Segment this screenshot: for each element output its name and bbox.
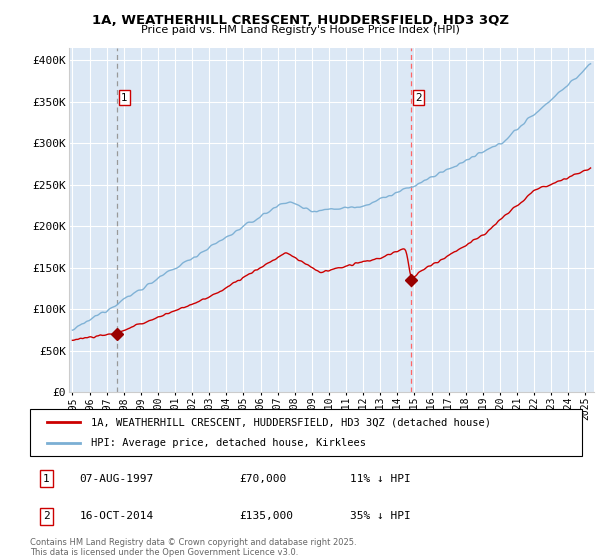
FancyBboxPatch shape [30,409,582,456]
Text: 1A, WEATHERHILL CRESCENT, HUDDERSFIELD, HD3 3QZ: 1A, WEATHERHILL CRESCENT, HUDDERSFIELD, … [91,14,509,27]
Text: 2: 2 [415,92,422,102]
Text: 11% ↓ HPI: 11% ↓ HPI [350,474,411,484]
Text: 2: 2 [43,511,50,521]
Text: 1: 1 [43,474,50,484]
Text: £135,000: £135,000 [240,511,294,521]
Text: 1A, WEATHERHILL CRESCENT, HUDDERSFIELD, HD3 3QZ (detached house): 1A, WEATHERHILL CRESCENT, HUDDERSFIELD, … [91,417,491,427]
Text: £70,000: £70,000 [240,474,287,484]
Text: Contains HM Land Registry data © Crown copyright and database right 2025.
This d: Contains HM Land Registry data © Crown c… [30,538,356,557]
Text: 07-AUG-1997: 07-AUG-1997 [80,474,154,484]
Text: 1: 1 [121,92,128,102]
Text: HPI: Average price, detached house, Kirklees: HPI: Average price, detached house, Kirk… [91,438,366,448]
Text: 35% ↓ HPI: 35% ↓ HPI [350,511,411,521]
Text: Price paid vs. HM Land Registry's House Price Index (HPI): Price paid vs. HM Land Registry's House … [140,25,460,35]
Text: 16-OCT-2014: 16-OCT-2014 [80,511,154,521]
